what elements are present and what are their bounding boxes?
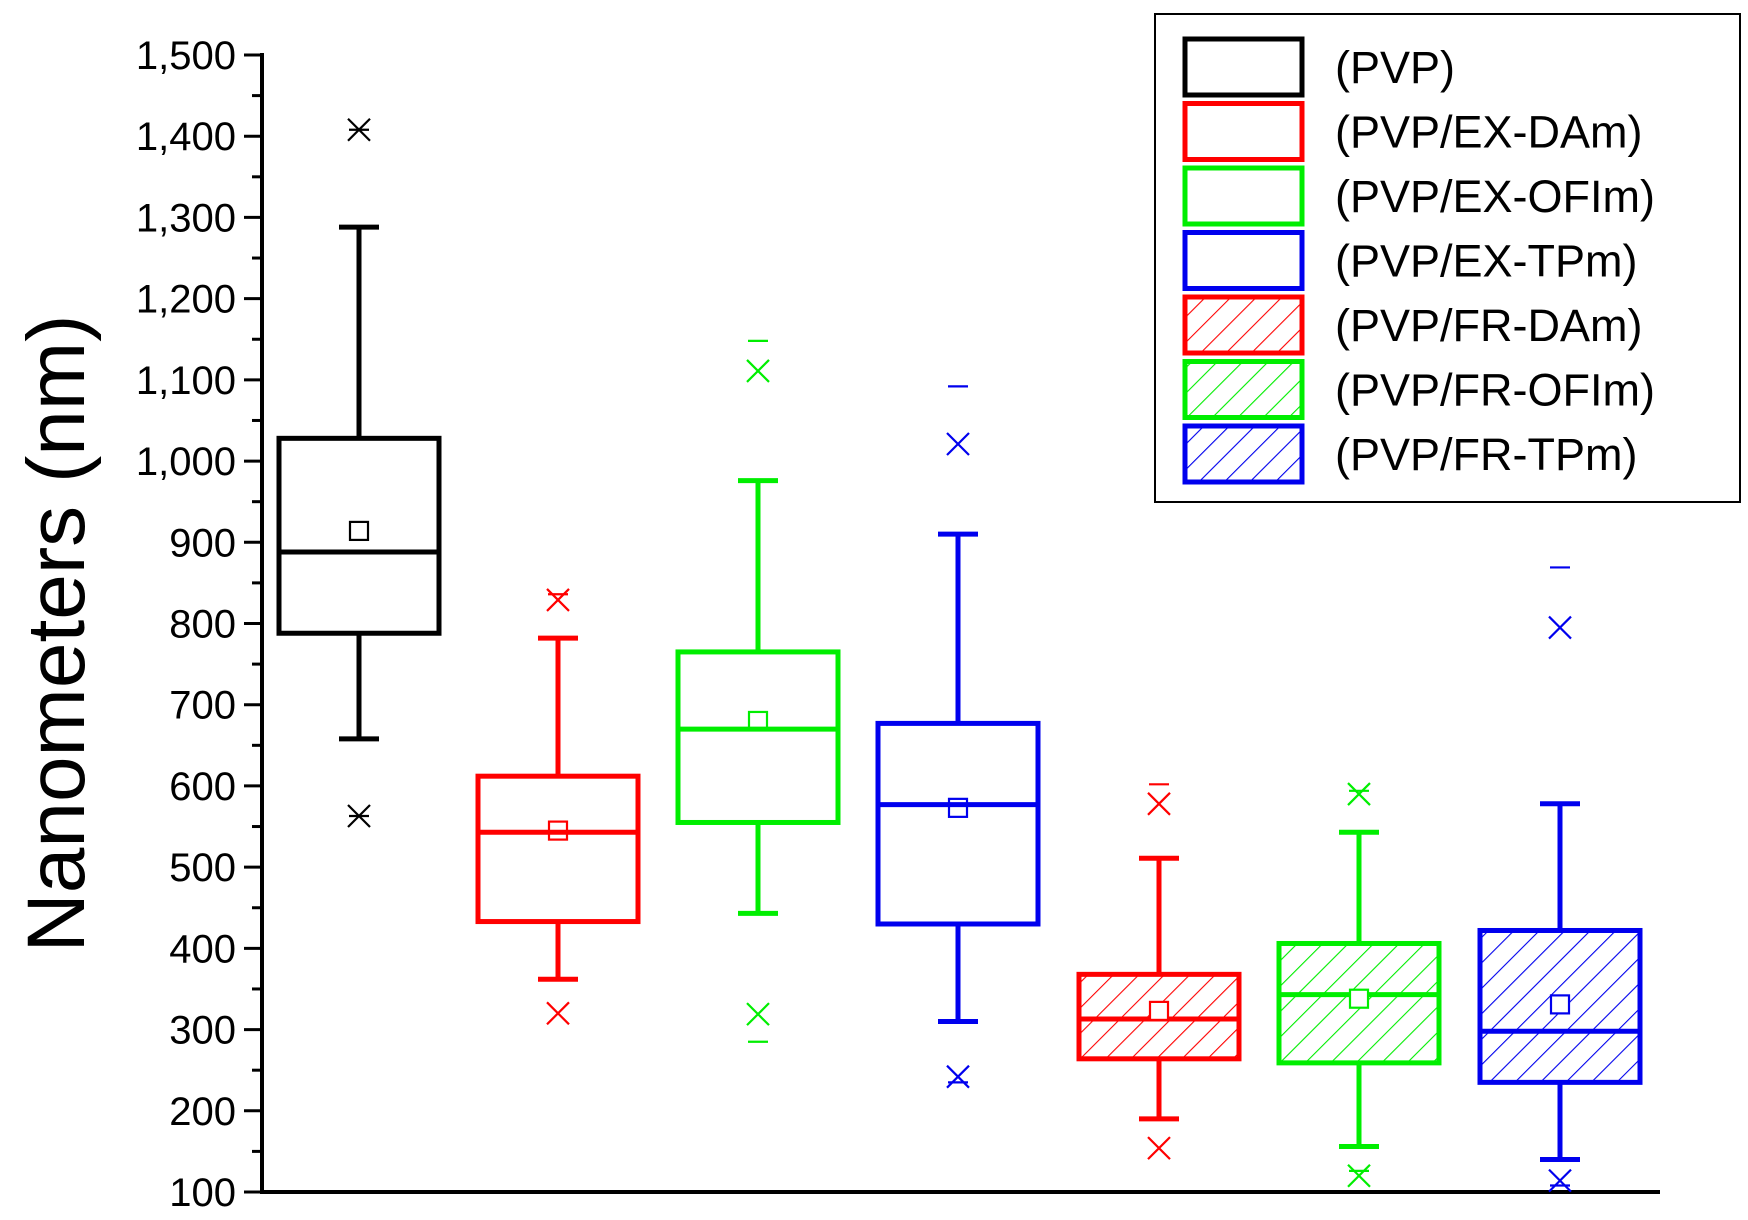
mean-marker (348, 520, 370, 542)
high-percentile-marker (1147, 792, 1171, 816)
y-tick-label: 1,500 (136, 34, 236, 78)
legend-label: (PVP/FR-OFIm) (1335, 365, 1655, 416)
y-tick-label: 200 (169, 1090, 236, 1134)
boxes (276, 117, 1643, 1193)
legend-swatch (1182, 165, 1305, 227)
mean-marker (547, 820, 569, 841)
box-3 (675, 339, 841, 1043)
legend-swatch (1182, 423, 1305, 485)
low-percentile-marker (1548, 1168, 1572, 1193)
iqr-box (875, 720, 1041, 927)
legend-label: (PVP/EX-TPm) (1335, 236, 1638, 287)
high-percentile-marker (1548, 615, 1572, 640)
mean-marker (947, 797, 969, 818)
iqr-box (276, 435, 442, 636)
y-tick-label: 500 (169, 846, 236, 890)
y-tick-label: 300 (169, 1009, 236, 1053)
y-tick-label: 700 (169, 684, 236, 728)
low-percentile-marker (546, 1001, 570, 1026)
legend-label: (PVP/FR-DAm) (1335, 300, 1643, 351)
box-6 (1276, 782, 1442, 1188)
legend-swatch (1182, 294, 1305, 356)
iqr-box (1276, 940, 1442, 1066)
legend-item-5: (PVP/FR-DAm) (1182, 294, 1643, 356)
box-2 (475, 588, 641, 1026)
mean-marker (1549, 994, 1571, 1015)
low-percentile-marker (946, 1064, 970, 1089)
high-percentile-marker (946, 432, 970, 456)
mean-marker (747, 710, 769, 732)
high-percentile-marker (546, 588, 570, 612)
mean-marker (1148, 1000, 1170, 1021)
box-4 (875, 385, 1041, 1089)
legend-label: (PVP/FR-TPm) (1335, 429, 1637, 480)
legend-swatch (1182, 36, 1305, 98)
low-percentile-marker (1347, 1163, 1371, 1188)
iqr-box (475, 773, 641, 925)
iqr-box (675, 649, 841, 825)
legend-label: (PVP/EX-DAm) (1335, 107, 1643, 158)
legend-swatch (1182, 359, 1305, 420)
legend-item-6: (PVP/FR-OFIm) (1182, 359, 1655, 420)
legend-item-3: (PVP/EX-OFIm) (1182, 165, 1655, 227)
box-1 (276, 117, 442, 828)
y-tick-label: 1,400 (136, 115, 236, 159)
y-tick-label: 900 (169, 521, 236, 565)
low-percentile-marker (746, 1002, 770, 1026)
y-tick-label: 600 (169, 765, 236, 809)
y-tick-label: 400 (169, 927, 236, 971)
legend-item-7: (PVP/FR-TPm) (1182, 423, 1637, 485)
legend-swatch (1182, 230, 1305, 291)
y-tick-label: 1,300 (136, 196, 236, 240)
y-tick-label: 1,000 (136, 440, 236, 484)
legend-item-4: (PVP/EX-TPm) (1182, 230, 1638, 291)
high-percentile-marker (746, 359, 770, 383)
y-tick-label: 1,200 (136, 278, 236, 322)
legend-swatch (1182, 101, 1305, 162)
legend: (PVP) (PVP/EX-DAm) (PVP/EX-OFIm) (PVP/EX-TP… (1154, 13, 1741, 503)
box-5 (1076, 783, 1242, 1160)
y-tick-label: 1,100 (136, 359, 236, 403)
legend-label: (PVP/EX-OFIm) (1335, 171, 1655, 222)
mean-marker (1348, 988, 1370, 1009)
y-tick-label: 800 (169, 603, 236, 647)
legend-item-2: (PVP/EX-DAm) (1182, 101, 1643, 162)
y-tick-label: 100 (169, 1171, 236, 1215)
axes: 100 200 300 400 500 600 700 800 900 1,000 1,100 1,2… (11, 34, 1660, 1215)
low-percentile-marker (1147, 1136, 1171, 1160)
high-percentile-marker (1347, 782, 1371, 806)
legend-label: (PVP) (1335, 42, 1455, 93)
legend-item-1: (PVP) (1182, 36, 1455, 98)
y-axis-title: Nanometers (nm) (11, 315, 102, 953)
box-7 (1477, 566, 1643, 1193)
